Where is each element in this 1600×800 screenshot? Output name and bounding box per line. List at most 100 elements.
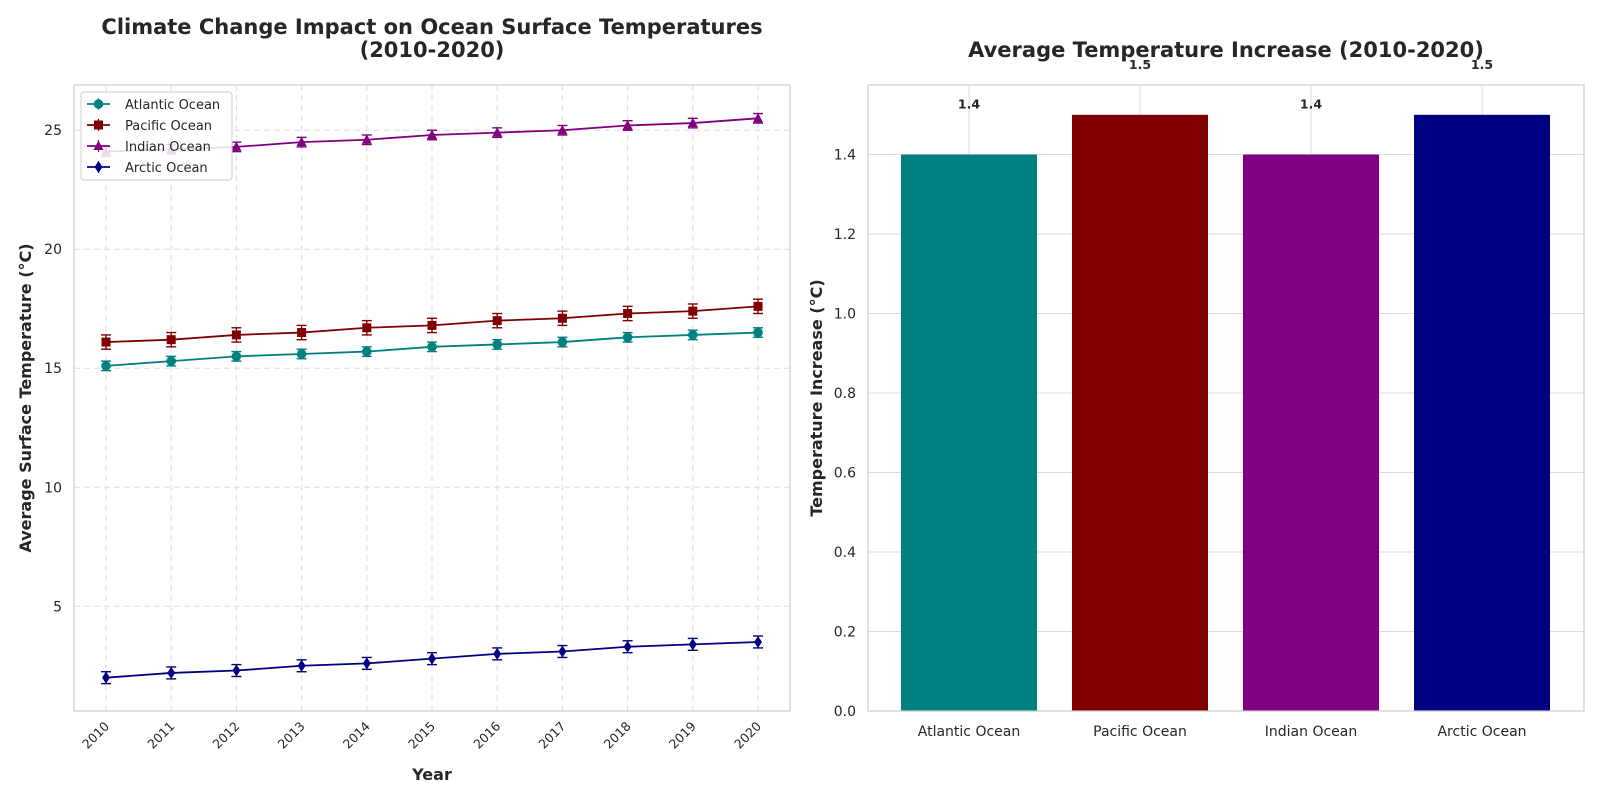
data-point <box>622 332 633 343</box>
y-tick-label: 0.6 <box>834 466 856 482</box>
bar-indian-ocean <box>1243 154 1379 712</box>
data-point <box>361 134 372 144</box>
y-tick-label: 1.2 <box>834 227 856 243</box>
line-chart-series <box>101 112 763 685</box>
x-tick-label: Arctic Ocean <box>1437 724 1526 740</box>
data-point <box>101 361 111 371</box>
data-point <box>623 640 632 653</box>
data-point <box>622 119 633 130</box>
legend-label: Atlantic Ocean <box>125 98 220 113</box>
data-point <box>102 671 110 684</box>
bar-chart: 0.0 0.2 0.4 0.6 0.8 1.0 1.2 1.4 Atlantic Ocean P… <box>807 38 1585 740</box>
y-tick-label: 1.0 <box>834 307 856 323</box>
bar-chart-x-ticks: Atlantic Ocean Pacific Ocean Indian Ocean A… <box>918 724 1527 740</box>
y-tick-label: 20 <box>44 242 62 258</box>
bar-chart-bars <box>901 114 1550 712</box>
legend-item-atlantic-ocean: Atlantic Ocean <box>87 98 220 113</box>
data-point <box>231 141 242 151</box>
data-point <box>753 112 763 123</box>
data-point <box>753 301 763 311</box>
y-tick-label: 25 <box>44 123 62 139</box>
data-point <box>557 124 568 135</box>
legend-item-arctic-ocean: Arctic Ocean <box>87 161 208 176</box>
legend-label: Arctic Ocean <box>125 161 208 176</box>
data-point <box>427 129 437 139</box>
line-chart-grid <box>74 85 790 711</box>
bar-chart-y-axis-label: Temperature Increase (°C) <box>807 279 826 516</box>
data-point <box>558 645 567 658</box>
data-point <box>427 342 437 352</box>
bar-pacific-ocean <box>1072 114 1208 712</box>
x-tick-label: Indian Ocean <box>1265 724 1357 740</box>
y-tick-label: 15 <box>44 361 62 377</box>
data-point <box>753 327 763 338</box>
data-point <box>296 136 307 147</box>
data-point <box>101 337 111 347</box>
data-point <box>687 117 698 128</box>
bar-data-label: 1.4 <box>958 97 980 112</box>
series-atlantic-ocean <box>101 327 763 372</box>
data-point <box>688 330 698 340</box>
data-point <box>166 335 176 345</box>
legend-marker <box>93 140 104 150</box>
legend-label: Indian Ocean <box>125 140 211 155</box>
data-point <box>623 309 633 319</box>
line-chart-legend: Atlantic Ocean Pacific Ocean Indian Ocean A… <box>80 91 233 181</box>
data-point <box>231 330 241 340</box>
bar-data-label: 1.5 <box>1129 57 1151 72</box>
bar-chart-title: Average Temperature Increase (2010-2020) <box>968 38 1484 62</box>
data-point <box>167 666 176 679</box>
x-tick-label: Pacific Ocean <box>1093 724 1187 740</box>
legend-label: Pacific Ocean <box>125 119 212 134</box>
data-point <box>557 313 567 323</box>
line-chart-title-line: (2010-2020) <box>360 38 505 62</box>
legend-marker <box>94 120 103 130</box>
data-point <box>493 647 502 660</box>
series-arctic-ocean <box>101 635 763 685</box>
y-tick-label: 0.4 <box>834 545 856 561</box>
bar-atlantic-ocean <box>901 154 1037 712</box>
data-point <box>427 320 437 330</box>
legend-marker <box>93 99 104 109</box>
data-point <box>232 664 241 677</box>
data-point <box>362 323 372 333</box>
y-tick-label: 1.4 <box>834 148 856 164</box>
data-point <box>688 306 698 316</box>
series-pacific-ocean <box>101 298 763 350</box>
data-point <box>362 346 372 357</box>
legend-item-pacific-ocean: Pacific Ocean <box>87 119 212 134</box>
x-tick-label: Atlantic Ocean <box>918 724 1020 740</box>
bar-data-label: 1.5 <box>1471 57 1493 72</box>
line-chart-y-ticks: 5 10 15 20 25 <box>44 123 62 615</box>
series-indian-ocean <box>101 112 763 158</box>
y-tick-label: 0.2 <box>834 625 856 641</box>
data-point <box>297 328 307 338</box>
legend-box <box>80 91 233 181</box>
bar-chart-plot-frame <box>867 84 1585 712</box>
bar-chart-data-labels: 1.4 1.5 1.4 1.5 <box>958 57 1493 112</box>
y-tick-label: 5 <box>53 599 62 615</box>
bar-data-label: 1.4 <box>1300 97 1322 112</box>
data-point <box>296 349 307 359</box>
data-point <box>166 356 176 366</box>
legend-item-indian-ocean: Indian Ocean <box>87 140 211 155</box>
line-chart-x-axis-label: Year <box>411 765 452 784</box>
bar-arctic-ocean <box>1414 114 1550 712</box>
data-point <box>557 337 568 347</box>
data-point <box>362 657 371 670</box>
data-point <box>492 339 503 350</box>
data-point <box>492 127 503 137</box>
legend-marker <box>94 161 103 173</box>
line-chart-plot-frame <box>73 84 791 712</box>
y-tick-label: 10 <box>44 480 62 496</box>
data-point <box>231 351 242 362</box>
data-point <box>688 638 697 651</box>
line-chart-y-axis-label: Average Surface Temperature (°C) <box>16 243 35 552</box>
data-point <box>297 659 306 672</box>
line-chart-title: Climate Change Impact on Ocean Surface T… <box>101 15 762 62</box>
data-point <box>754 635 762 648</box>
line-chart-title-line: Climate Change Impact on Ocean Surface T… <box>101 15 762 39</box>
y-tick-label: 0.8 <box>834 386 856 402</box>
data-point <box>492 316 502 326</box>
